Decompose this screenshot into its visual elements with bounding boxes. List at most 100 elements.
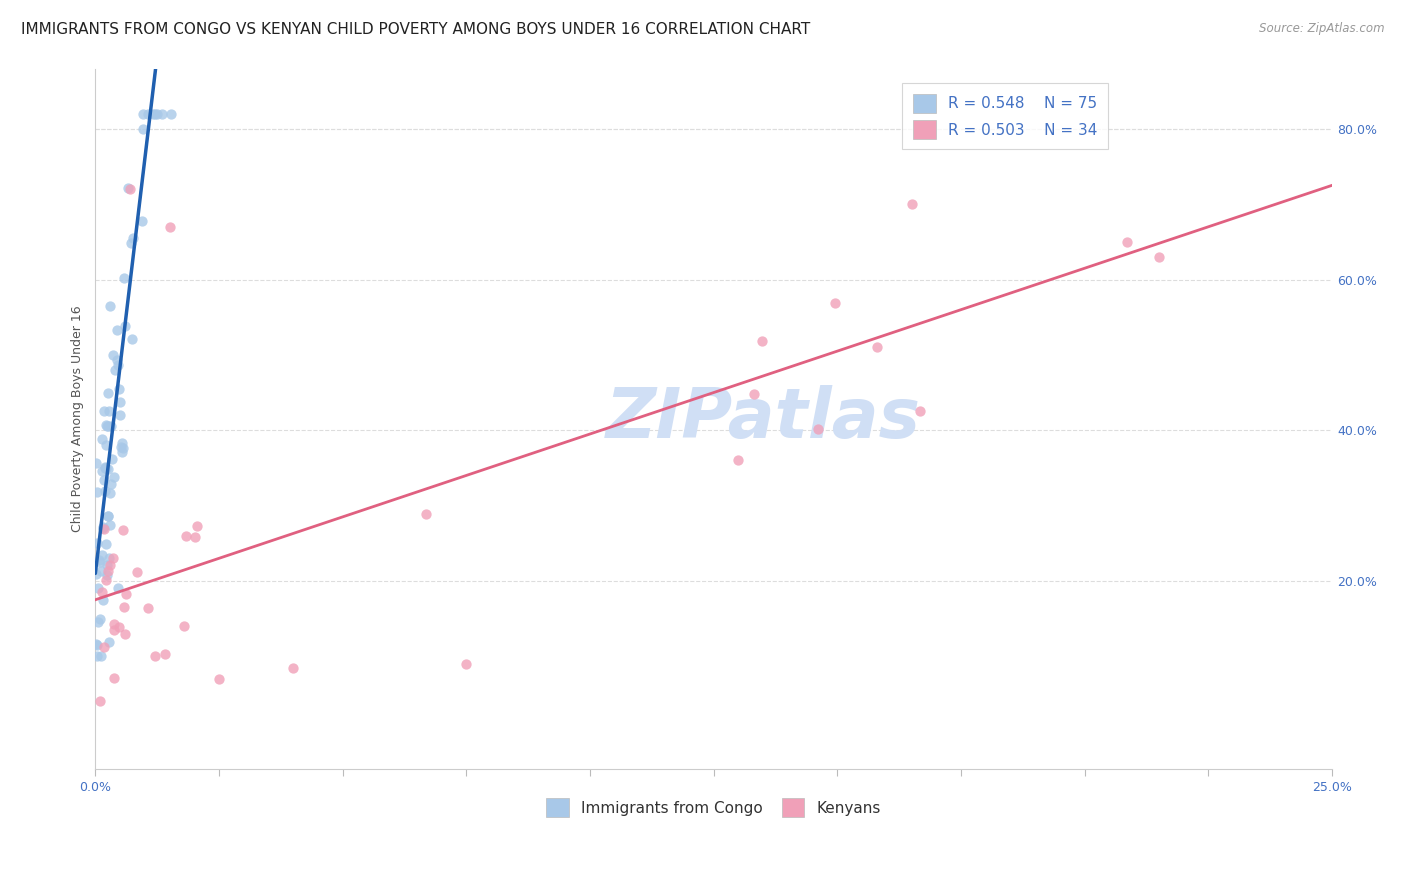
Point (110, 441, 132, 455)
Point (103, 617, 125, 632)
Point (94, 461, 117, 475)
Point (93, 461, 115, 475)
Point (96, 418, 118, 433)
Point (93, 640, 115, 654)
Point (89, 612, 111, 626)
Point (132, 107, 155, 121)
Point (86, 566, 108, 581)
Point (111, 524, 134, 538)
Point (90, 649, 112, 664)
Point (742, 387, 765, 401)
Point (105, 352, 128, 367)
Point (118, 182, 141, 196)
Point (121, 332, 143, 346)
Point (87, 615, 110, 630)
Point (110, 394, 132, 409)
Point (107, 358, 129, 372)
Point (98, 404, 121, 418)
Point (727, 453, 749, 467)
Text: Source: ZipAtlas.com: Source: ZipAtlas.com (1260, 22, 1385, 36)
Point (150, 107, 173, 121)
Point (901, 197, 924, 211)
Point (114, 587, 136, 601)
Y-axis label: Child Poverty Among Boys Under 16: Child Poverty Among Boys Under 16 (72, 306, 84, 533)
Point (131, 213, 153, 227)
Point (146, 107, 169, 121)
Point (96, 568, 118, 582)
Legend: Immigrants from Congo, Kenyans: Immigrants from Congo, Kenyans (538, 791, 889, 825)
Point (103, 470, 125, 484)
Point (866, 341, 889, 355)
Point (86, 536, 108, 550)
Point (111, 436, 134, 450)
Point (136, 107, 159, 121)
Point (89, 555, 111, 569)
Point (104, 363, 127, 377)
Point (94, 573, 117, 587)
Point (86, 456, 108, 470)
Point (86, 485, 108, 500)
Point (93, 522, 115, 536)
Point (86, 637, 108, 651)
Point (94, 460, 117, 475)
Point (91, 432, 114, 446)
Point (153, 647, 176, 661)
Point (143, 649, 166, 664)
Point (103, 623, 125, 637)
Text: ZIPatlas: ZIPatlas (606, 385, 921, 452)
Point (91, 520, 114, 534)
Point (111, 445, 134, 459)
Point (87, 581, 110, 595)
Point (173, 619, 195, 633)
Point (114, 599, 136, 614)
Point (174, 529, 197, 543)
Point (89, 694, 111, 708)
Point (114, 318, 136, 333)
Point (456, 657, 478, 671)
Point (100, 476, 122, 491)
Point (117, 181, 139, 195)
Point (97, 385, 120, 400)
Point (101, 551, 124, 566)
Point (100, 419, 122, 434)
Point (94, 537, 117, 551)
Point (93, 404, 115, 418)
Point (136, 600, 159, 615)
Point (208, 672, 231, 686)
Point (807, 422, 830, 436)
Point (159, 219, 181, 234)
Point (125, 566, 148, 580)
Point (91, 585, 114, 599)
Point (114, 626, 136, 640)
Point (86, 649, 108, 664)
Point (86, 638, 108, 652)
Point (91, 521, 114, 535)
Point (108, 408, 131, 422)
Point (93, 474, 115, 488)
Point (121, 231, 143, 245)
Point (111, 441, 134, 455)
Point (415, 507, 437, 521)
Point (101, 451, 124, 466)
Point (120, 236, 142, 251)
Point (142, 107, 165, 121)
Point (132, 122, 155, 136)
Point (97, 564, 120, 578)
Point (751, 334, 773, 348)
Point (183, 530, 205, 544)
Point (97, 635, 120, 649)
Point (143, 107, 166, 121)
Point (98, 550, 121, 565)
Point (90, 564, 112, 578)
Point (1115, 235, 1137, 249)
Point (112, 271, 135, 285)
Point (97, 509, 120, 524)
Point (96, 462, 118, 476)
Point (101, 348, 124, 362)
Point (108, 620, 131, 634)
Point (1147, 250, 1170, 264)
Point (824, 296, 846, 310)
Point (90, 464, 112, 478)
Point (93, 484, 115, 499)
Point (96, 558, 118, 573)
